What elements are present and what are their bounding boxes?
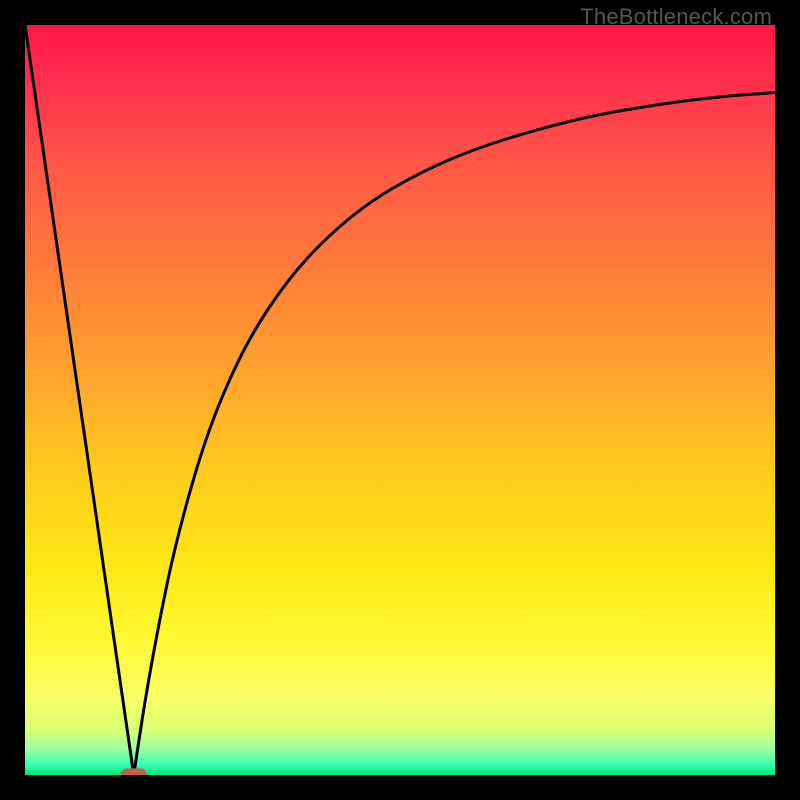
plot-area xyxy=(25,25,775,775)
chart-background xyxy=(25,25,775,775)
chart-svg xyxy=(25,25,775,775)
chart-frame: TheBottleneck.com xyxy=(0,0,800,800)
minimum-marker xyxy=(121,768,147,775)
watermark-label: TheBottleneck.com xyxy=(580,4,772,30)
